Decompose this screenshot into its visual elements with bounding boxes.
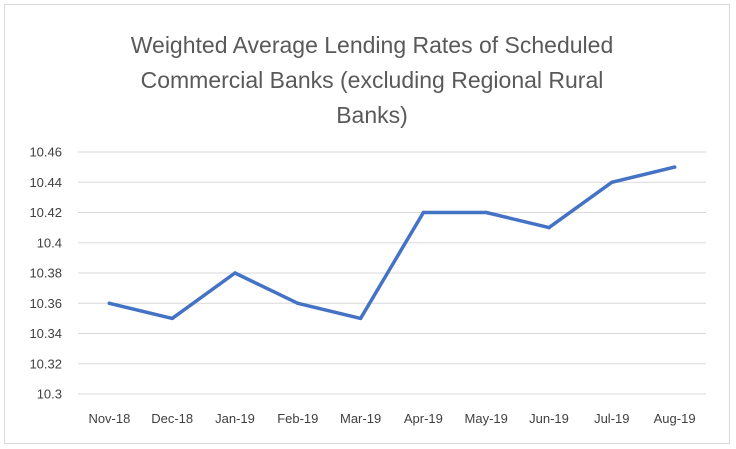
data-point — [421, 210, 426, 215]
chart-frame — [4, 4, 730, 444]
y-tick-label: 10.34 — [29, 326, 62, 341]
x-tick-label: Jun-19 — [529, 411, 569, 426]
data-point — [233, 271, 237, 275]
y-tick-label: 10.42 — [29, 205, 62, 220]
x-tick-label: Jul-19 — [594, 411, 629, 426]
chart-title: Weighted Average Lending Rates of Schedu… — [60, 28, 684, 133]
data-point — [547, 225, 551, 230]
data-point — [170, 316, 174, 321]
x-tick-label: Jan-19 — [215, 411, 255, 426]
y-tick-label: 10.3 — [37, 387, 62, 402]
x-tick-label: May-19 — [465, 411, 508, 426]
x-tick-label: Apr-19 — [404, 411, 443, 426]
x-tick-label: Nov-18 — [88, 411, 130, 426]
data-point — [358, 316, 363, 321]
y-tick-label: 10.32 — [29, 356, 62, 371]
x-tick-label: Aug-19 — [654, 411, 696, 426]
series-line — [107, 165, 677, 321]
y-tick-label: 10.44 — [29, 175, 62, 190]
data-point — [672, 165, 677, 169]
data-point — [484, 210, 489, 215]
data-point — [107, 301, 112, 306]
x-tick-label: Mar-19 — [340, 411, 381, 426]
x-tick-label: Dec-18 — [151, 411, 193, 426]
y-tick-label: 10.46 — [29, 145, 62, 160]
chart-title-line-2: Commercial Banks (excluding Regional Rur… — [140, 67, 604, 93]
chart-title-line-3: Banks) — [336, 102, 408, 128]
y-tick-label: 10.4 — [37, 235, 62, 250]
data-point — [610, 180, 614, 185]
y-tick-label: 10.36 — [29, 296, 62, 311]
x-tick-label: Feb-19 — [277, 411, 318, 426]
data-point — [296, 301, 300, 306]
y-tick-label: 10.38 — [29, 266, 62, 281]
chart-title-line-1: Weighted Average Lending Rates of Schedu… — [130, 32, 614, 58]
